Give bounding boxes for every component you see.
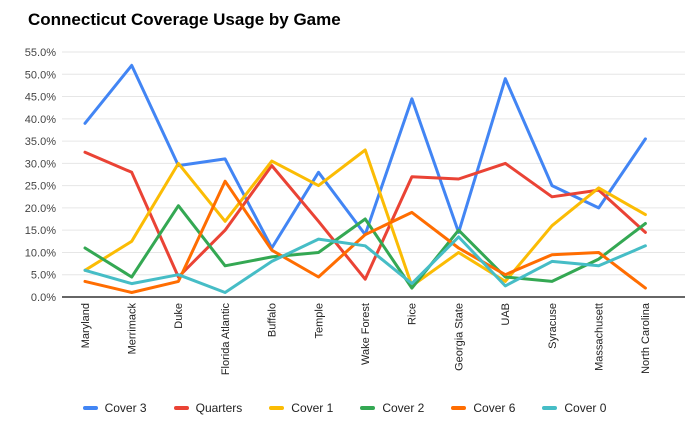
y-tick-label: 35.0% [25,136,56,148]
legend-item-quarters[interactable]: Quarters [173,401,243,415]
legend-item-cover-6[interactable]: Cover 6 [451,401,515,415]
y-tick-label: 20.0% [25,203,56,215]
x-category-label: Rice [407,303,419,325]
legend-item-label: Cover 1 [291,401,334,415]
y-tick-label: 55.0% [25,47,56,59]
legend-item-label: Cover 0 [564,401,607,415]
y-tick-label: 45.0% [25,92,56,104]
x-category-label: North Carolina [640,302,652,374]
x-category-label: Wake Forest [360,303,372,365]
x-category-label: UAB [500,303,512,326]
series-line-quarters [83,150,647,281]
legend-swatch [542,406,558,410]
legend-item-cover-3[interactable]: Cover 3 [82,401,147,415]
legend-swatch [360,406,376,410]
legend-item-label: Cover 3 [104,401,147,415]
y-tick-label: 25.0% [25,181,56,193]
legend-item-label: Cover 6 [473,401,516,415]
legend-item-label: Quarters [195,401,243,415]
x-category-label: Massachusett [594,303,606,371]
y-tick-label: 0.0% [31,292,56,304]
series-line-cover-2 [83,204,647,290]
legend-item-cover-2[interactable]: Cover 2 [360,401,424,415]
series-line-cover-1 [83,148,647,288]
x-category-label: Georgia State [453,303,465,371]
x-category-label: Maryland [80,303,92,348]
series-line-cover-6 [83,179,647,294]
y-tick-label: 40.0% [25,114,56,126]
legend-swatch [173,406,189,410]
x-category-label: Merrimack [127,303,139,355]
legend: Cover 3 Quarters Cover 1 Cover 2 Cover 6 Cove… [0,401,689,415]
x-category-label: Duke [173,303,185,329]
legend-swatch [269,406,285,410]
y-tick-label: 5.0% [31,270,56,282]
x-category-label: Temple [313,303,325,338]
x-category-label: Florida Atlantic [220,303,232,376]
legend-swatch [451,406,467,410]
legend-item-label: Cover 2 [382,401,425,415]
legend-swatch [82,406,98,410]
legend-item-cover-1[interactable]: Cover 1 [269,401,333,415]
chart-canvas: 0.0% 5.0% 10.0% 15.0% 20.0% 25.0% 30.0% 35.0% 40… [25,47,685,376]
y-tick-label: 10.0% [25,247,56,259]
series-line-cover-0 [83,235,647,294]
chart-title: Connecticut Coverage Usage by Game [28,10,341,29]
x-category-label: Syracuse [547,303,559,349]
y-tick-label: 30.0% [25,158,56,170]
y-tick-label: 50.0% [25,69,56,81]
y-tick-label: 15.0% [25,225,56,237]
x-category-label: Buffalo [267,303,279,337]
legend-item-cover-0[interactable]: Cover 0 [542,401,606,415]
